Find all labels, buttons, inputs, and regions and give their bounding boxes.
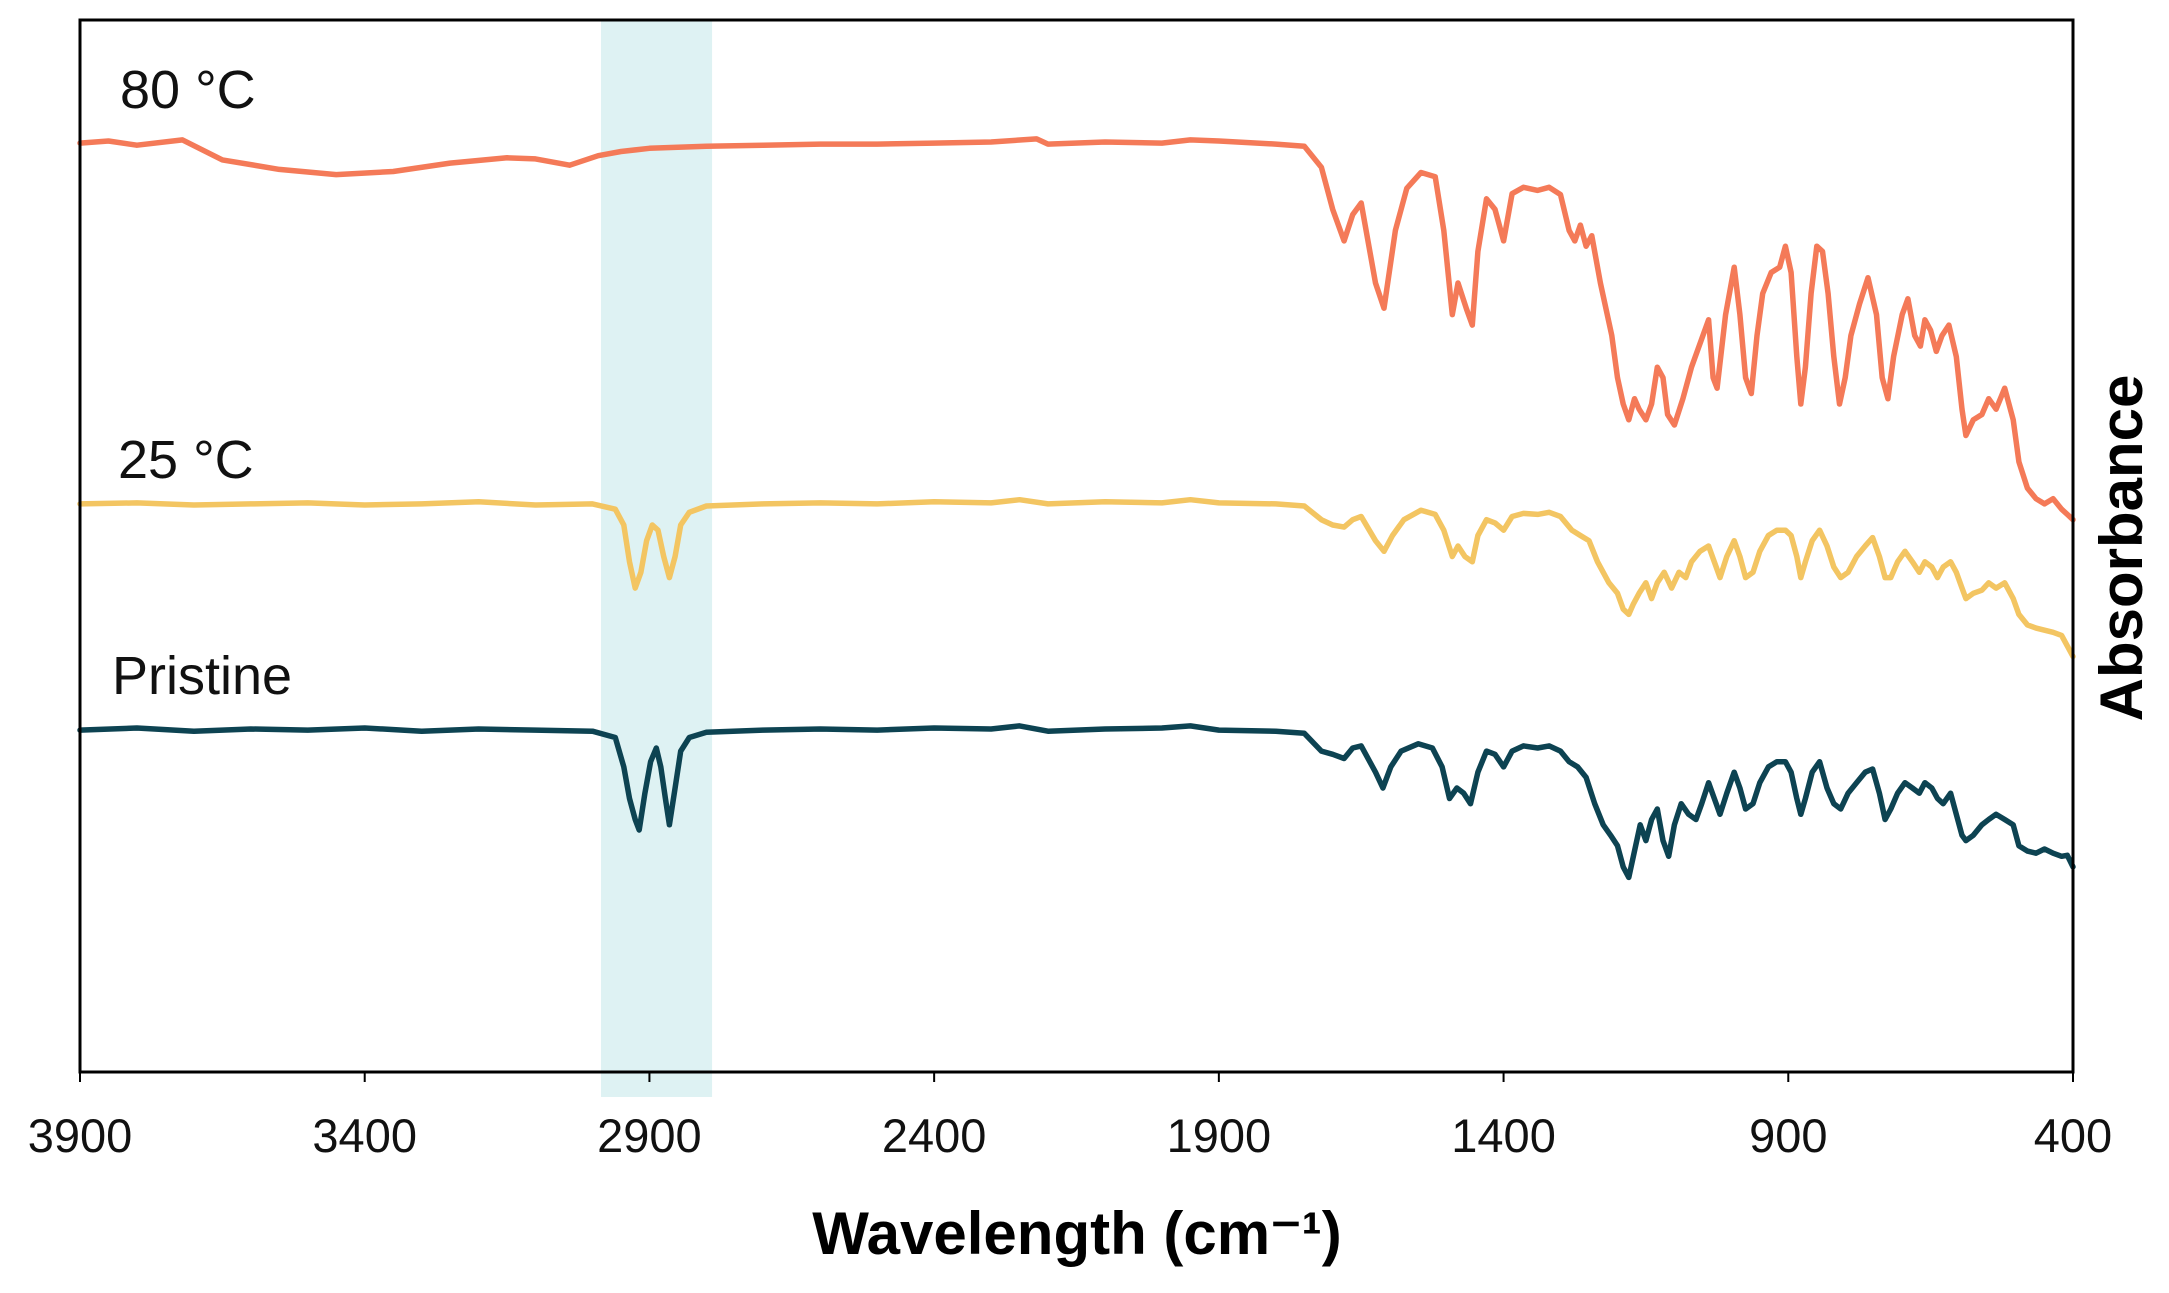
x-tick-label: 3900: [28, 1109, 133, 1162]
x-tick-label: 1900: [1167, 1109, 1272, 1162]
series-line-80-c: [77, 136, 2076, 523]
y-axis-title: Absorbance: [2088, 375, 2155, 722]
x-tick-label: 2400: [882, 1109, 987, 1162]
x-tick-label: 1400: [1451, 1109, 1556, 1162]
series-label-pristine: Pristine: [112, 646, 292, 706]
series-line-pristine: [77, 723, 2076, 881]
series-line-25-c: [77, 496, 2076, 660]
series-label-80c: 80 °C: [120, 60, 256, 120]
plot-frame: [78, 18, 2075, 1074]
x-tick-label: 400: [2034, 1109, 2112, 1162]
x-tick-label: 3400: [312, 1109, 417, 1162]
highlight-band: [601, 20, 713, 1097]
x-tick-label: 2900: [597, 1109, 702, 1162]
x-axis-title: Wavelength (cm⁻¹): [812, 1200, 1341, 1267]
x-tick-label: 900: [1749, 1109, 1827, 1162]
series-label-25c: 25 °C: [118, 430, 254, 490]
x-axis-ticks: 3900 3400 2900 2400 1900 1400 900 400: [28, 1072, 2112, 1162]
series-layer: [77, 136, 2076, 881]
